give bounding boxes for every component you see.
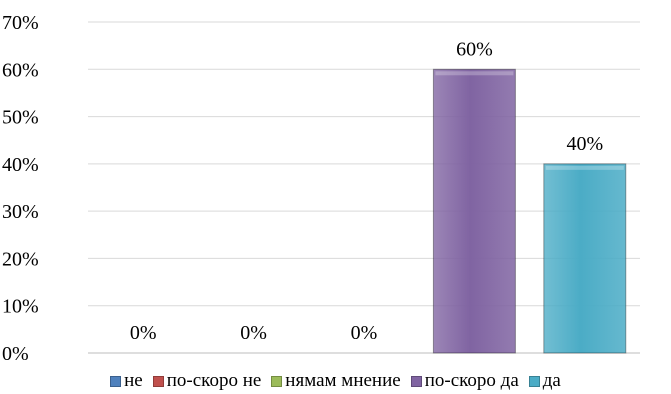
legend-item: не: [110, 370, 143, 392]
data-label: 60%: [456, 38, 493, 60]
data-label: 0%: [240, 322, 267, 344]
legend-swatch: [110, 375, 122, 387]
bar-bevel: [435, 71, 514, 76]
data-label: 0%: [351, 322, 378, 344]
legend-label: по-скоро не: [166, 370, 262, 391]
data-labels: 0% 0% 0% 60% 40%: [130, 38, 603, 344]
y-tick-label: 60%: [2, 59, 39, 81]
legend-swatch: [271, 375, 283, 387]
y-axis-ticks: 0% 10% 20% 30% 40% 50% 60% 70%: [2, 12, 39, 365]
gridlines: [88, 21, 640, 354]
legend-swatch: [152, 375, 164, 387]
y-tick-label: 10%: [2, 296, 39, 318]
legend-item: да: [528, 370, 561, 392]
y-tick-label: 0%: [2, 343, 29, 365]
bar-bevel: [545, 165, 624, 170]
legend-item: по-скоро да: [410, 370, 519, 392]
legend: не по-скоро не нямам мнение по-скоро да да: [0, 368, 671, 394]
legend-swatch: [528, 375, 540, 387]
legend-label: нямам мнение: [285, 370, 401, 391]
bars: [432, 68, 627, 354]
y-tick-label: 70%: [2, 12, 39, 34]
data-label: 40%: [566, 133, 603, 155]
y-tick-label: 50%: [2, 107, 39, 129]
bar-5: [543, 163, 627, 354]
legend-label: да: [542, 370, 561, 391]
y-tick-label: 20%: [2, 248, 39, 270]
legend-item: нямам мнение: [271, 370, 401, 392]
legend-label: по-скоро да: [424, 370, 519, 391]
legend-swatch: [410, 375, 422, 387]
y-tick-label: 40%: [2, 154, 39, 176]
legend-item: по-скоро не: [152, 370, 262, 392]
legend-label: не: [124, 370, 143, 391]
data-label: 0%: [130, 322, 157, 344]
bar-4: [432, 68, 516, 354]
y-tick-label: 30%: [2, 201, 39, 223]
